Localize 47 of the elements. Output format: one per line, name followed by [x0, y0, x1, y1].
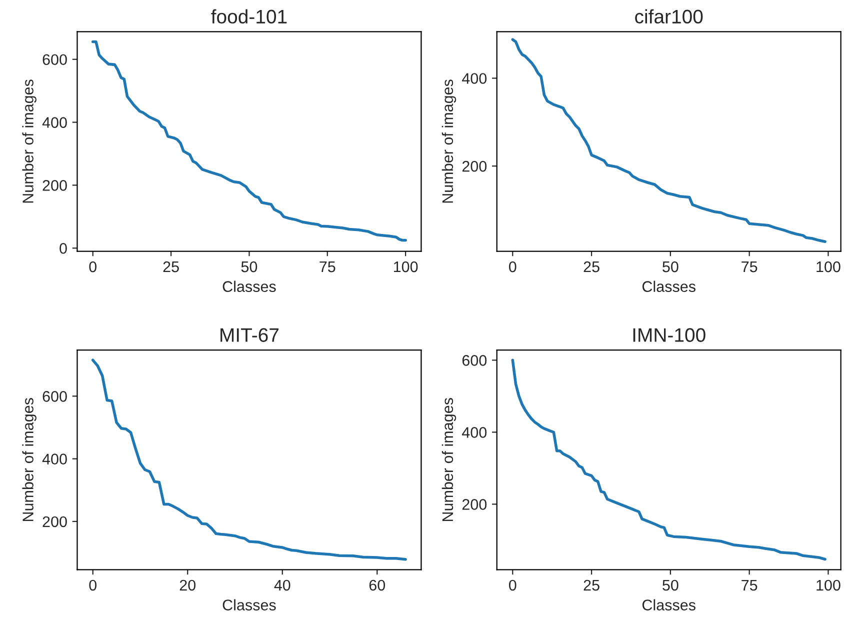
line-series: [511, 38, 826, 243]
y-axis-title: Number of images: [22, 398, 36, 522]
y-tick-label: 400: [42, 117, 67, 128]
line-series: [91, 358, 407, 561]
y-tick-label: 200: [42, 516, 67, 528]
x-tick-label: 50: [662, 580, 678, 591]
y-axis-title: Number of images: [22, 80, 36, 203]
chart-title: IMN-100: [633, 328, 706, 342]
x-tick-label: 0: [508, 261, 516, 272]
x-tick-label: 0: [89, 261, 97, 272]
line-series: [91, 40, 407, 242]
y-tick-label: 400: [42, 454, 67, 464]
y-axis-title: Number of images: [442, 398, 456, 522]
x-tick-label: 60: [369, 580, 386, 591]
x-axis-title: Classes: [222, 280, 276, 292]
y-axis-title: Number of images: [442, 80, 456, 203]
y-tick-label: 600: [42, 54, 67, 66]
y-tick-label: 0: [60, 242, 67, 254]
x-tick-label: 100: [394, 261, 418, 272]
x-tick-label: 50: [662, 261, 678, 272]
y-tick-label: 400: [462, 73, 487, 84]
chart-title: cifar100: [635, 9, 703, 24]
x-tick-label: 75: [742, 580, 758, 591]
x-axis-title: Classes: [222, 599, 276, 610]
x-tick-label: 100: [816, 261, 840, 272]
x-tick-label: 0: [89, 580, 97, 591]
x-tick-label: 75: [320, 262, 336, 272]
x-tick-label: 25: [584, 580, 600, 591]
x-tick-label: 40: [274, 580, 290, 591]
y-tick-label: 600: [42, 391, 67, 402]
x-tick-label: 0: [508, 580, 516, 591]
x-axis-title: Classes: [642, 599, 696, 610]
x-tick-label: 100: [816, 580, 840, 591]
y-tick-label: 200: [462, 160, 487, 172]
chart-title: food-101: [211, 9, 287, 24]
y-tick-label: 200: [462, 499, 487, 510]
x-tick-label: 25: [163, 261, 179, 272]
x-tick-label: 75: [742, 262, 758, 272]
line-series: [511, 358, 826, 561]
y-tick-label: 200: [42, 180, 67, 191]
x-tick-label: 50: [241, 261, 258, 272]
chart-title: MIT-67: [220, 328, 278, 342]
x-tick-label: 20: [180, 580, 196, 591]
y-tick-label: 600: [462, 355, 487, 366]
x-axis-title: Classes: [642, 280, 696, 292]
x-tick-label: 25: [584, 261, 600, 272]
y-tick-label: 400: [462, 427, 487, 438]
